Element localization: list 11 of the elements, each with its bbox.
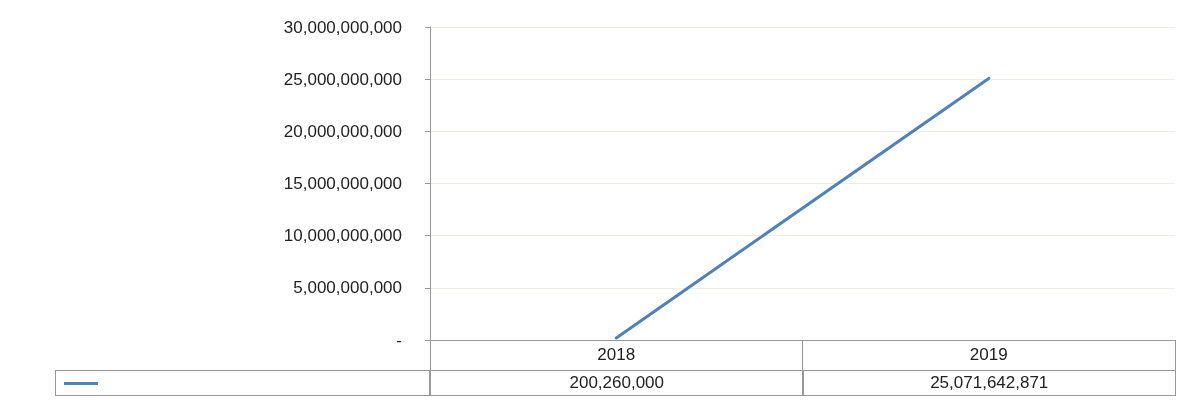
x-tick-label: 2019 (969, 345, 1008, 364)
x-tick-label: 2018 (597, 345, 636, 364)
y-tick-label: 5,000,000,000 (293, 278, 402, 298)
data-label: 200,260,000 (430, 370, 804, 396)
y-tick-label: 25,000,000,000 (283, 69, 402, 89)
y-tick-label: 30,000,000,000 (283, 17, 402, 37)
data-label: 25,071,642,871 (802, 370, 1176, 396)
y-tick-label: 20,000,000,000 (283, 121, 402, 141)
y-tick-label: 10,000,000,000 (283, 226, 402, 246)
y-tick-label: 15,000,000,000 (283, 174, 402, 193)
y-tick-label: - (396, 330, 402, 350)
